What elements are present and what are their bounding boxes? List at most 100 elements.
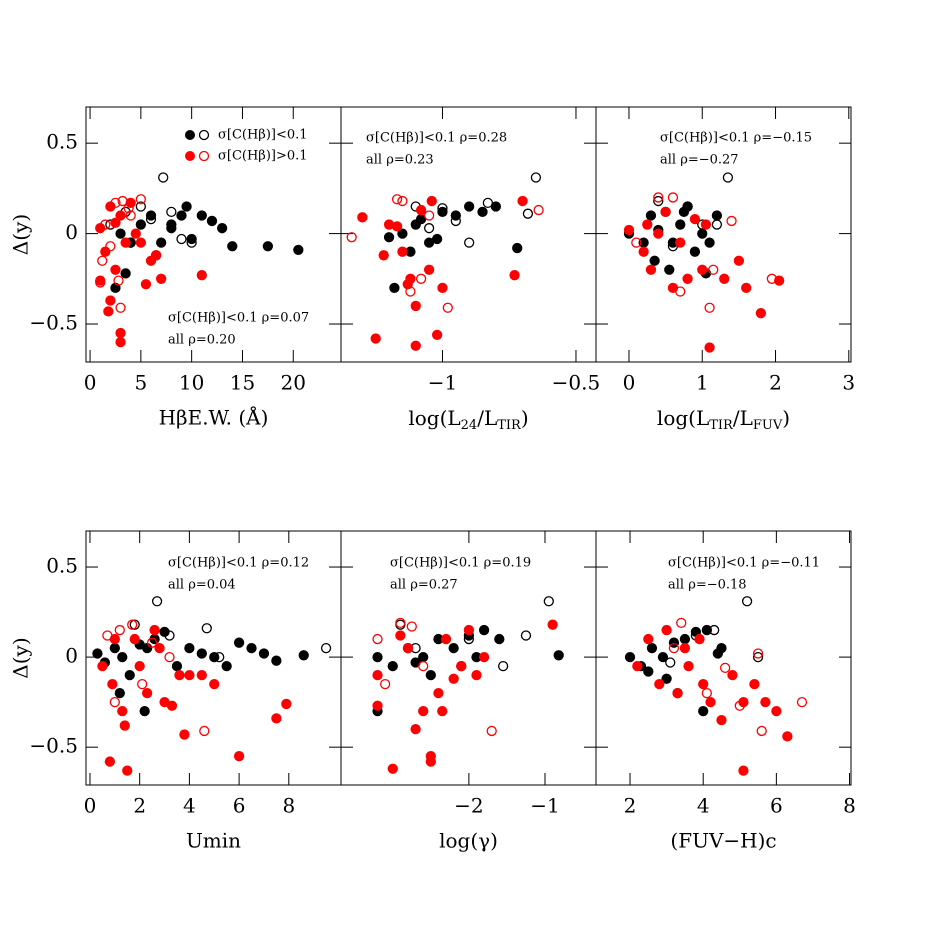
point [442, 302, 453, 313]
point [117, 705, 128, 717]
x-tick-label: 0 [623, 371, 636, 395]
point [738, 765, 749, 776]
x-tick-label: 0 [84, 794, 97, 818]
point [105, 201, 116, 212]
x-tick-label: 1 [696, 371, 709, 395]
point [418, 660, 429, 672]
point [482, 197, 494, 209]
point [423, 223, 435, 234]
annotation: σ[C(Hβ)]<0.1 ρ=0.28 [366, 131, 507, 146]
point [643, 633, 654, 645]
point [668, 637, 680, 648]
x-axis-label: (FUV−H)c [670, 829, 776, 853]
annotation: all ρ=0.04 [168, 578, 236, 593]
point [397, 246, 408, 257]
point [125, 197, 136, 209]
point [700, 219, 712, 230]
point [643, 666, 654, 677]
point [760, 696, 771, 708]
point [149, 624, 160, 636]
x-axis-label-part: /L [477, 406, 497, 430]
point [372, 700, 383, 711]
point [679, 642, 691, 654]
point [166, 700, 178, 711]
point [402, 642, 414, 654]
point [450, 210, 461, 221]
point [418, 705, 429, 717]
point [448, 673, 459, 684]
point [463, 624, 475, 636]
point [653, 192, 664, 203]
point [642, 219, 653, 230]
point [645, 210, 657, 221]
point [115, 302, 126, 313]
point [437, 203, 448, 214]
point [214, 651, 225, 663]
point [196, 648, 207, 659]
point [135, 219, 147, 230]
point [667, 192, 679, 203]
x-tick-label: −1 [530, 794, 559, 818]
point [478, 624, 490, 636]
x-tick-label: 3 [842, 371, 855, 395]
point [113, 275, 124, 286]
point [437, 282, 448, 294]
point [105, 295, 116, 306]
point [221, 660, 232, 672]
point [437, 705, 448, 717]
point [281, 698, 292, 710]
point [216, 223, 228, 234]
y-axis-label: Δ(y) [9, 637, 33, 678]
point [100, 246, 111, 257]
point [733, 255, 745, 266]
point [164, 630, 175, 641]
point [100, 219, 111, 230]
point [623, 224, 635, 236]
point [150, 250, 162, 261]
point [196, 210, 207, 221]
plot-frame [595, 106, 852, 363]
point [512, 242, 523, 254]
point [379, 678, 391, 690]
point [796, 696, 808, 708]
point [708, 264, 719, 275]
point [391, 194, 403, 205]
point [657, 651, 669, 663]
point [158, 172, 169, 183]
point [186, 233, 197, 245]
point [719, 662, 731, 674]
y-tick-label: 0.5 [46, 554, 78, 578]
point [405, 286, 416, 297]
x-tick-label: −0.5 [552, 371, 601, 395]
point [141, 687, 153, 699]
point [727, 669, 738, 681]
point [397, 228, 408, 239]
point [127, 619, 138, 630]
point [782, 731, 793, 742]
point [196, 270, 207, 281]
x-tick-label: 2 [624, 794, 637, 818]
point [176, 210, 187, 221]
point [719, 273, 730, 284]
point [722, 172, 734, 183]
point [522, 208, 534, 219]
point [704, 342, 715, 353]
point [654, 678, 665, 690]
point [771, 705, 782, 717]
point [262, 241, 274, 252]
panel: −1 −0.5 log(L24/LTIR) σ[C(Hβ)]<0.1 ρ=0.28 al… [340, 106, 601, 433]
point [271, 713, 282, 724]
point [164, 651, 175, 663]
point [97, 660, 108, 672]
point [357, 212, 368, 223]
point [734, 700, 745, 711]
point [105, 241, 116, 252]
y-tick-label: 0.5 [46, 130, 78, 154]
point [683, 660, 694, 672]
point [184, 642, 195, 654]
point [233, 751, 245, 762]
x-tick-label: 6 [233, 794, 246, 818]
point [689, 213, 701, 225]
x-tick-label: 5 [134, 371, 147, 395]
